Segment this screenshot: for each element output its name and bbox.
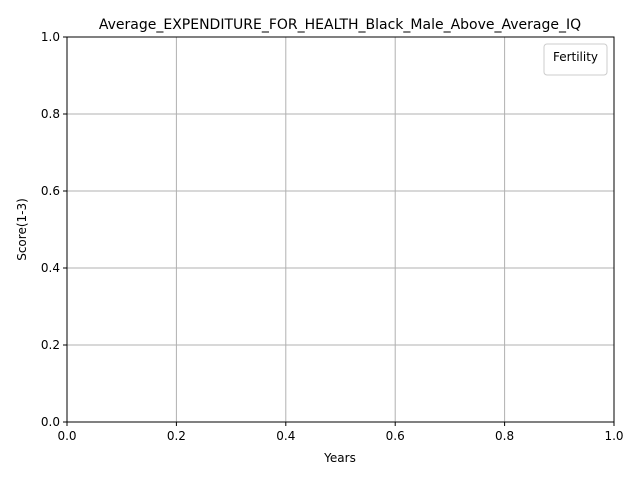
x-axis-ticks: 0.0 0.2 0.4 0.6 0.8 1.0 <box>57 422 624 443</box>
chart-title: Average_EXPENDITURE_FOR_HEALTH_Black_Mal… <box>99 17 581 33</box>
x-tick-label: 0.0 <box>57 429 76 443</box>
y-axis-label: Score(1-3) <box>15 198 29 261</box>
y-tick-label: 0.6 <box>41 184 60 198</box>
y-tick-label: 0.0 <box>41 415 60 429</box>
grid <box>66 36 615 423</box>
y-axis-ticks: 0.0 0.2 0.4 0.6 0.8 1.0 <box>41 30 67 429</box>
legend: Fertility <box>543 43 608 76</box>
x-tick-label: 1.0 <box>604 429 623 443</box>
x-tick-label: 0.4 <box>276 429 295 443</box>
y-tick-label: 1.0 <box>41 30 60 44</box>
y-tick-label: 0.2 <box>41 338 60 352</box>
y-tick-label: 0.8 <box>41 107 60 121</box>
legend-box <box>543 43 608 76</box>
x-tick-label: 0.6 <box>386 429 405 443</box>
x-tick-label: 0.8 <box>495 429 514 443</box>
y-tick-label: 0.4 <box>41 261 60 275</box>
legend-title: Fertility <box>553 50 598 64</box>
x-tick-label: 0.2 <box>167 429 186 443</box>
x-axis-label: Years <box>323 451 356 465</box>
plot-area-frame <box>66 36 615 423</box>
